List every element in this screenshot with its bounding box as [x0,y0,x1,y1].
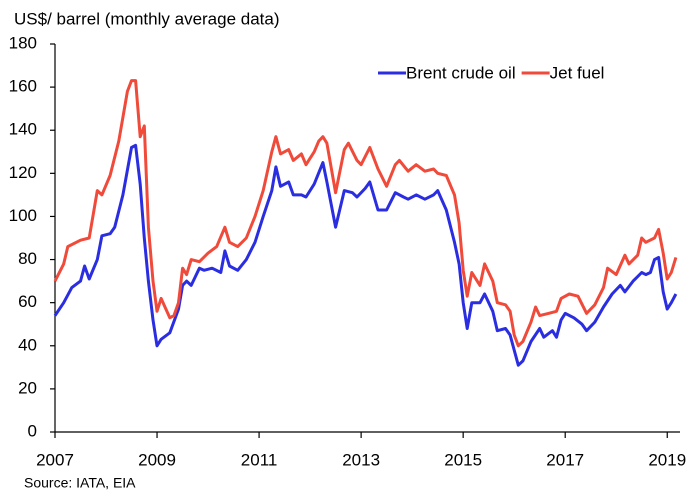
y-tick-label: 180 [9,33,37,52]
y-tick-label: 120 [9,163,37,182]
y-tick-label: 40 [18,335,37,354]
series-line [53,143,678,367]
y-tick-label: 80 [18,249,37,268]
y-tick-label: 0 [28,421,37,440]
chart-title: US$/ barrel (monthly average data) [14,9,280,28]
x-tick-label: 2019 [648,450,686,469]
x-tick-label: 2017 [546,450,584,469]
x-tick-label: 2009 [138,450,176,469]
series-line [53,79,678,348]
x-tick-label: 2015 [444,450,482,469]
x-tick-label: 2011 [241,450,278,469]
legend-label: Jet fuel [550,63,605,82]
y-tick-label: 100 [9,206,37,225]
y-tick-label: 160 [9,77,37,96]
y-tick-label: 20 [18,378,37,397]
x-tick-label: 2013 [342,450,380,469]
y-tick-label: 60 [18,292,37,311]
x-tick-label: 2007 [36,450,74,469]
legend-label: Brent crude oil [406,63,516,82]
y-tick-label: 140 [9,120,37,139]
source-note: Source: IATA, EIA [24,475,136,491]
